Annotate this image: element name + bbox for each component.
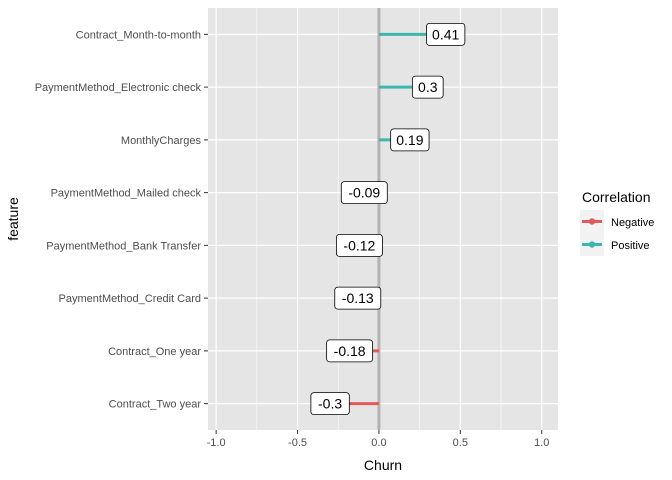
data-label-text: 0.3 (418, 79, 438, 95)
data-label-box (334, 286, 382, 310)
data-label: -0.12 (335, 233, 383, 257)
data-label-box (340, 181, 388, 205)
legend-entry-label: Positive (611, 240, 650, 252)
y-tick-label: Contract_Month-to-month (76, 29, 201, 41)
legend-key-point (588, 241, 596, 248)
y-tick-label: MonthlyCharges (121, 135, 202, 147)
legend-key-positive: Positive (580, 233, 650, 256)
data-label-text: -0.09 (348, 185, 380, 201)
y-axis: Contract_Month-to-month PaymentMethod_Ele… (35, 29, 208, 411)
y-tick-label: PaymentMethod_Credit Card (59, 293, 201, 305)
data-label: 0.19 (390, 128, 430, 152)
data-label-text: -0.13 (342, 290, 374, 306)
x-tick-label: -1.0 (207, 437, 226, 449)
legend-title: Correlation (582, 189, 650, 205)
data-label: -0.3 (310, 392, 350, 416)
y-tick-label: PaymentMethod_Mailed check (51, 188, 202, 200)
data-label: 0.41 (426, 22, 466, 46)
data-label-box (390, 128, 430, 152)
x-tick-label: -0.5 (288, 437, 307, 449)
y-tick-label: PaymentMethod_Bank Transfer (46, 240, 201, 252)
data-label-text: 0.41 (432, 26, 459, 42)
data-label-box (426, 22, 466, 46)
x-axis: -1.0 -0.5 0.0 0.5 1.0 (207, 430, 549, 449)
data-label-text: -0.12 (343, 237, 375, 253)
legend-key-negative: Negative (580, 210, 654, 233)
legend: Correlation Negative Positive (580, 189, 654, 256)
data-label: -0.18 (326, 339, 374, 363)
x-tick-label: 0.0 (371, 437, 386, 449)
data-labels: 0.41 0.3 0.19 -0.09 -0.12 -0.13 -0.18 -0.3 (310, 22, 466, 416)
data-label: -0.13 (334, 286, 382, 310)
y-tick-label: Contract_One year (108, 346, 201, 358)
legend-key-point (588, 218, 596, 225)
data-label-box (310, 392, 350, 416)
data-label-text: 0.19 (396, 132, 423, 148)
data-label: -0.09 (340, 181, 388, 205)
y-tick-label: PaymentMethod_Electronic check (35, 82, 202, 94)
data-label-box (411, 75, 444, 99)
x-axis-title: Churn (364, 457, 402, 473)
plot-panel (208, 8, 558, 430)
legend-entry-label: Negative (611, 217, 654, 229)
data-label-text: -0.3 (318, 396, 342, 412)
data-label-text: -0.18 (334, 343, 366, 359)
data-label-box (326, 339, 374, 363)
data-label-box (335, 233, 383, 257)
x-tick-label: 0.5 (453, 437, 468, 449)
y-axis-title: feature (5, 197, 21, 241)
data-label: 0.3 (411, 75, 444, 99)
x-tick-label: 1.0 (534, 437, 549, 449)
y-tick-label: Contract_Two year (109, 399, 202, 411)
